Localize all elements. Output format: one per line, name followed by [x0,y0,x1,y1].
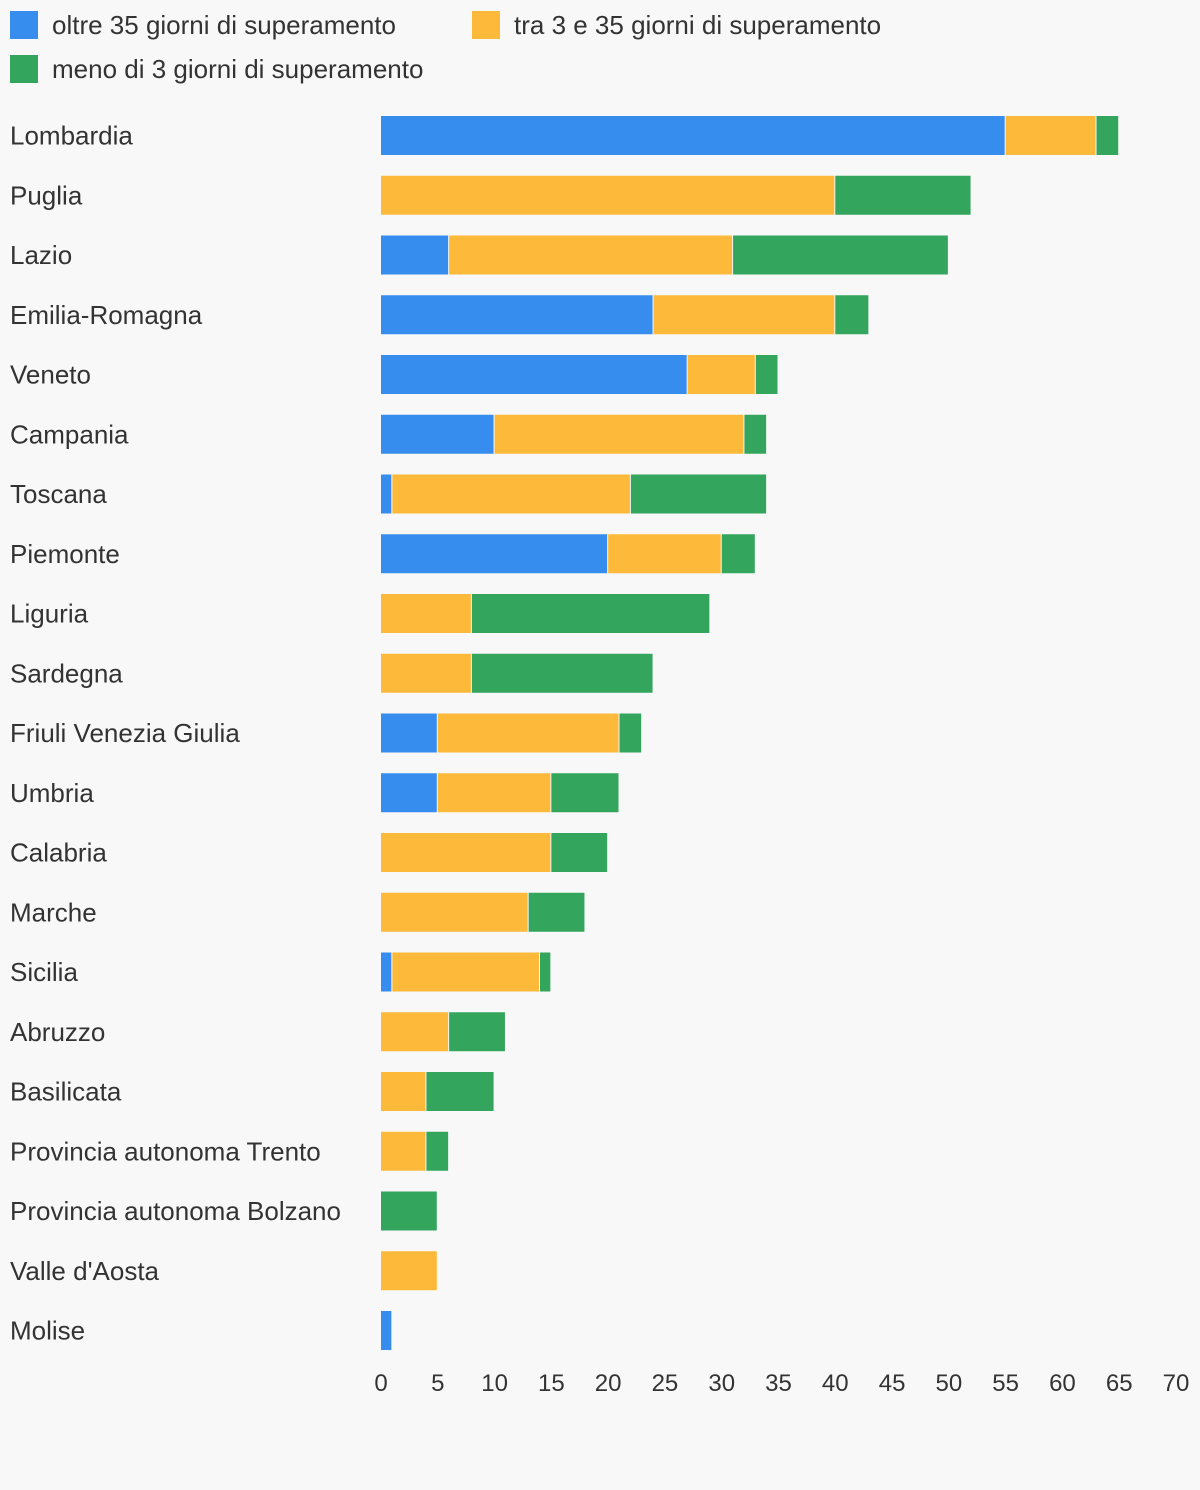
x-tick-label: 50 [936,1370,963,1397]
category-label: Calabria [10,838,107,868]
bar-segment[interactable] [608,534,721,574]
category-label: Valle d'Aosta [10,1256,160,1286]
x-tick-label: 45 [879,1370,906,1397]
bar-segment[interactable] [733,235,948,275]
x-tick-label: 25 [652,1370,679,1397]
bar-segment[interactable] [381,653,471,693]
bar-segment[interactable] [540,952,551,992]
x-axis: 0 5 10 15 20 25 30 35 40 45 50 55 60 65 70 [374,1370,1189,1397]
bar-segment[interactable] [426,1072,494,1111]
x-tick-label: 65 [1106,1370,1133,1397]
bar-segment[interactable] [381,474,392,514]
bar-segment[interactable] [687,355,755,394]
legend-swatch [10,11,38,39]
legend-label: oltre 35 giorni di superamento [52,10,396,40]
x-tick-label: 35 [765,1370,792,1397]
category-label: Piemonte [10,539,120,569]
category-label: Veneto [10,360,91,390]
bar-segment[interactable] [381,1131,426,1171]
bar-segment[interactable] [551,833,608,872]
bar-segment[interactable] [426,1131,449,1171]
bar-segment[interactable] [381,414,494,454]
x-tick-label: 5 [431,1370,444,1397]
category-label: Molise [10,1316,85,1346]
bar-segment[interactable] [381,952,392,992]
category-label: Friuli Venezia Giulia [10,718,240,748]
bar-segment[interactable] [835,175,971,215]
legend-item-tra-3-e-35[interactable]: tra 3 e 35 giorni di superamento [472,10,881,40]
bar-segment[interactable] [1096,116,1119,155]
bar-segment[interactable] [392,952,539,992]
bars [381,116,1119,1350]
category-label: Toscana [10,479,107,509]
category-label: Sicilia [10,957,78,987]
bar-segment[interactable] [528,892,585,932]
bar-segment[interactable] [381,235,449,275]
x-tick-label: 55 [992,1370,1019,1397]
bar-segment[interactable] [381,892,528,932]
x-tick-label: 0 [374,1370,387,1397]
bar-segment[interactable] [392,474,630,514]
bar-segment[interactable] [381,295,653,335]
bar-segment[interactable] [449,235,733,275]
bar-segment[interactable] [744,414,767,454]
category-label: Puglia [10,180,83,210]
bar-segment[interactable] [835,295,869,335]
category-labels: Lombardia Puglia Lazio Emilia-Romagna Veneto… [10,121,341,1346]
category-label: Lazio [10,240,72,270]
x-tick-label: 40 [822,1370,849,1397]
bar-segment[interactable] [471,653,653,693]
bar-segment[interactable] [381,773,437,813]
bar-segment[interactable] [381,1072,426,1111]
bar-segment[interactable] [381,1251,437,1291]
category-label: Basilicata [10,1077,122,1107]
bar-segment[interactable] [381,713,437,753]
bar-segment[interactable] [653,295,835,335]
bar-segment[interactable] [381,594,471,633]
x-tick-label: 70 [1163,1370,1190,1397]
bar-segment[interactable] [381,116,1005,155]
legend-item-meno-di-3[interactable]: meno di 3 giorni di superamento [10,54,423,84]
legend-swatch [472,11,500,39]
category-label: Abruzzo [10,1017,105,1047]
x-tick-label: 10 [481,1370,508,1397]
bar-segment[interactable] [381,355,687,394]
bar-segment[interactable] [437,713,619,753]
category-label: Campania [10,419,129,449]
bar-segment[interactable] [755,355,778,394]
category-label: Marche [10,897,97,927]
category-label: Sardegna [10,658,123,688]
bar-segment[interactable] [381,833,551,872]
category-label: Lombardia [10,121,133,151]
x-tick-label: 60 [1049,1370,1076,1397]
bar-segment[interactable] [381,1012,449,1052]
x-tick-label: 15 [538,1370,565,1397]
category-label: Provincia autonoma Trento [10,1136,321,1166]
bar-segment[interactable] [381,1311,392,1350]
bar-segment[interactable] [619,713,642,753]
legend-label: tra 3 e 35 giorni di superamento [514,10,882,40]
category-label: Emilia-Romagna [10,300,203,330]
x-tick-label: 20 [595,1370,622,1397]
bar-segment[interactable] [630,474,767,514]
bar-segment[interactable] [494,414,744,454]
bar-segment[interactable] [381,534,608,574]
bar-segment[interactable] [381,1191,437,1231]
category-label: Umbria [10,778,94,808]
legend-item-oltre-35[interactable]: oltre 35 giorni di superamento [10,10,396,40]
bar-segment[interactable] [381,175,835,215]
x-tick-label: 30 [708,1370,735,1397]
bar-segment[interactable] [1005,116,1096,155]
bar-segment[interactable] [471,594,710,633]
bar-segment[interactable] [437,773,551,813]
legend-swatch [10,55,38,83]
bar-segment[interactable] [721,534,755,574]
bar-segment[interactable] [551,773,619,813]
legend-label: meno di 3 giorni di superamento [52,54,424,84]
category-label: Liguria [10,599,89,629]
bar-segment[interactable] [449,1012,505,1052]
category-label: Provincia autonoma Bolzano [10,1196,341,1226]
